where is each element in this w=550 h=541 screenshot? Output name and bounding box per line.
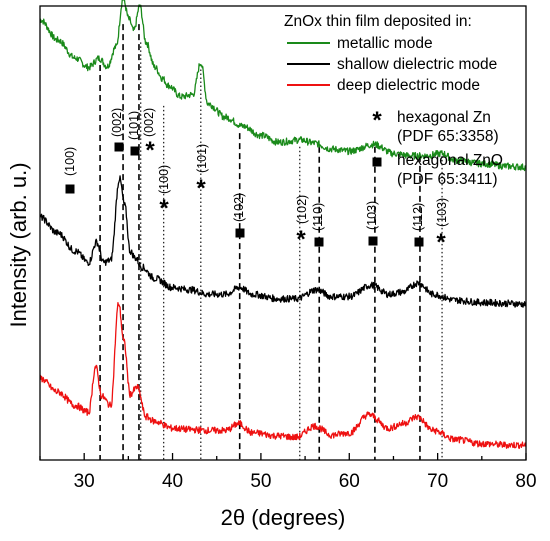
marker-legend-line2-2: (PDF 65:3411) bbox=[397, 171, 498, 188]
zno-peak-marker-1 bbox=[65, 184, 75, 194]
zn-peak-marker-12: * bbox=[436, 229, 446, 256]
x-tick-label: 70 bbox=[427, 471, 448, 492]
zno-peak-marker-7 bbox=[235, 228, 245, 238]
marker-legend-line2-1: (PDF 65:3358) bbox=[397, 128, 499, 145]
x-tick-label: 40 bbox=[162, 471, 183, 492]
axes: 30 40 50 60 70 80 bbox=[39, 5, 537, 492]
peak-annotations: (100)(002) (101)*(002)*(100) *(101)(102)*(… bbox=[63, 108, 449, 256]
zn-peak-marker-5: * bbox=[159, 195, 169, 222]
zn-peak-marker-4: * bbox=[145, 137, 155, 164]
zno-peak-marker-11 bbox=[414, 237, 424, 247]
x-tick-label: 50 bbox=[250, 471, 271, 492]
x-axis-title: 2θ (degrees) bbox=[221, 505, 346, 530]
peak-label-6: (101) bbox=[195, 144, 209, 173]
peak-label-1: (100) bbox=[63, 147, 77, 176]
series-line-3 bbox=[39, 302, 527, 449]
legend-title: ZnOx thin film deposited in: bbox=[284, 13, 472, 30]
zno-peak-marker-2 bbox=[114, 142, 124, 152]
y-axis-title: Intensity (arb. u.) bbox=[6, 162, 31, 327]
peak-label-11: (112) bbox=[411, 203, 425, 231]
peak-label-12: (103) bbox=[435, 198, 449, 227]
marker-legend-symbol-1: * bbox=[372, 107, 382, 134]
marker-legend-symbol-2 bbox=[372, 157, 382, 167]
marker-legend-line1-1: hexagonal Zn bbox=[397, 109, 491, 126]
zno-peak-marker-9 bbox=[314, 237, 324, 247]
x-tick-label: 80 bbox=[515, 471, 536, 492]
legend-label-3: deep dielectric mode bbox=[337, 77, 480, 94]
legend-label-2: shallow dielectric mode bbox=[337, 56, 497, 73]
x-tick-label: 60 bbox=[339, 471, 360, 492]
zn-peak-marker-6: * bbox=[196, 175, 206, 202]
peak-label-7: (102) bbox=[232, 193, 246, 222]
peak-label-9: (110) bbox=[311, 203, 325, 231]
peak-label-3: (101) bbox=[127, 111, 141, 140]
legend: ZnOx thin film deposited in: metallic mo… bbox=[284, 13, 503, 188]
peak-label-10: (103) bbox=[365, 201, 379, 230]
zno-peak-marker-3 bbox=[130, 146, 140, 156]
plot-frame bbox=[39, 5, 527, 461]
legend-label-1: metallic mode bbox=[337, 35, 433, 52]
peak-label-5: (100) bbox=[157, 165, 171, 194]
zno-peak-marker-10 bbox=[368, 236, 378, 246]
peak-label-4: (002) bbox=[142, 108, 156, 137]
peak-label-8: (102) bbox=[295, 195, 309, 224]
x-tick-label: 30 bbox=[74, 471, 95, 492]
marker-legend-line1-2: hexagonal ZnO bbox=[397, 152, 503, 169]
series-group bbox=[39, 0, 527, 449]
series-line-1 bbox=[39, 0, 527, 172]
zn-peak-marker-8: * bbox=[296, 226, 306, 253]
series-line-2 bbox=[39, 175, 527, 308]
peak-label-2: (002) bbox=[110, 108, 124, 137]
